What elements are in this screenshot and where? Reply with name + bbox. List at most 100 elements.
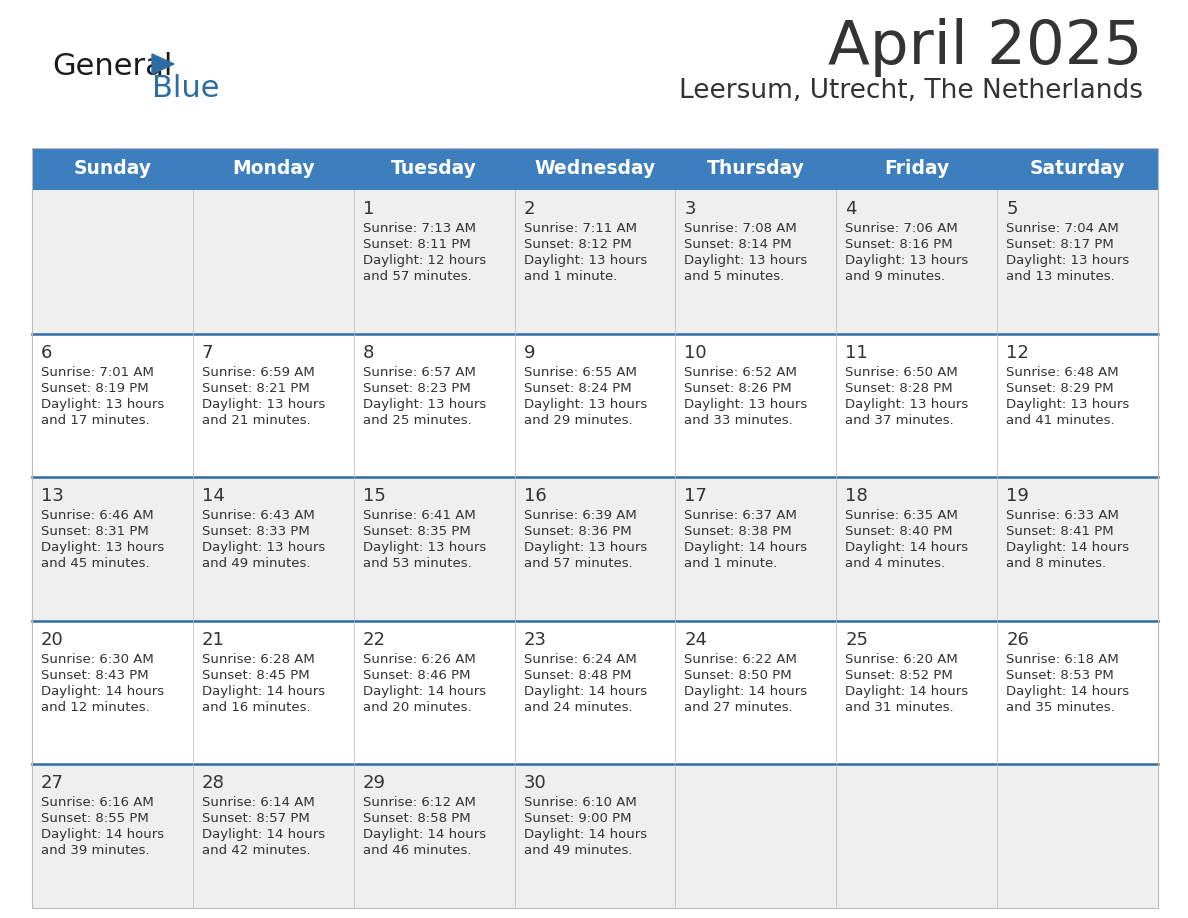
Text: and 42 minutes.: and 42 minutes. xyxy=(202,845,310,857)
Bar xyxy=(32,477,1158,621)
Text: Daylight: 14 hours: Daylight: 14 hours xyxy=(1006,685,1130,698)
Text: and 29 minutes.: and 29 minutes. xyxy=(524,414,632,427)
Text: Sunrise: 6:12 AM: Sunrise: 6:12 AM xyxy=(362,797,475,810)
Text: Daylight: 14 hours: Daylight: 14 hours xyxy=(684,685,808,698)
Text: Daylight: 14 hours: Daylight: 14 hours xyxy=(1006,542,1130,554)
Text: 29: 29 xyxy=(362,775,386,792)
Text: 9: 9 xyxy=(524,343,535,362)
Text: Daylight: 14 hours: Daylight: 14 hours xyxy=(684,542,808,554)
Text: Daylight: 14 hours: Daylight: 14 hours xyxy=(846,542,968,554)
Text: Sunset: 8:36 PM: Sunset: 8:36 PM xyxy=(524,525,631,538)
Text: Sunset: 8:46 PM: Sunset: 8:46 PM xyxy=(362,669,470,682)
Text: Daylight: 14 hours: Daylight: 14 hours xyxy=(362,828,486,842)
Text: and 1 minute.: and 1 minute. xyxy=(524,270,617,283)
Text: 23: 23 xyxy=(524,631,546,649)
Text: Sunset: 8:31 PM: Sunset: 8:31 PM xyxy=(42,525,148,538)
Text: Sunrise: 7:11 AM: Sunrise: 7:11 AM xyxy=(524,222,637,235)
Text: 12: 12 xyxy=(1006,343,1029,362)
Text: 24: 24 xyxy=(684,631,707,649)
Text: Sunrise: 6:46 AM: Sunrise: 6:46 AM xyxy=(42,509,153,522)
Text: Sunrise: 6:10 AM: Sunrise: 6:10 AM xyxy=(524,797,637,810)
Text: Daylight: 14 hours: Daylight: 14 hours xyxy=(42,685,164,698)
Text: Sunrise: 7:13 AM: Sunrise: 7:13 AM xyxy=(362,222,475,235)
Text: and 57 minutes.: and 57 minutes. xyxy=(362,270,472,283)
Text: Wednesday: Wednesday xyxy=(535,160,656,178)
Text: Sunrise: 6:18 AM: Sunrise: 6:18 AM xyxy=(1006,653,1119,666)
Text: and 27 minutes.: and 27 minutes. xyxy=(684,700,794,714)
Text: Sunset: 8:50 PM: Sunset: 8:50 PM xyxy=(684,669,792,682)
Text: Daylight: 13 hours: Daylight: 13 hours xyxy=(362,397,486,410)
Text: Daylight: 14 hours: Daylight: 14 hours xyxy=(846,685,968,698)
Text: Daylight: 13 hours: Daylight: 13 hours xyxy=(846,397,968,410)
Text: 21: 21 xyxy=(202,631,225,649)
Text: and 49 minutes.: and 49 minutes. xyxy=(524,845,632,857)
Text: Daylight: 13 hours: Daylight: 13 hours xyxy=(684,254,808,267)
Text: Daylight: 14 hours: Daylight: 14 hours xyxy=(362,685,486,698)
Text: and 24 minutes.: and 24 minutes. xyxy=(524,700,632,714)
Text: and 45 minutes.: and 45 minutes. xyxy=(42,557,150,570)
Polygon shape xyxy=(152,54,173,74)
Text: and 31 minutes.: and 31 minutes. xyxy=(846,700,954,714)
Text: 19: 19 xyxy=(1006,487,1029,505)
Text: Sunrise: 6:16 AM: Sunrise: 6:16 AM xyxy=(42,797,153,810)
Text: Monday: Monday xyxy=(232,160,315,178)
Text: Sunset: 8:40 PM: Sunset: 8:40 PM xyxy=(846,525,953,538)
Text: Sunrise: 6:50 AM: Sunrise: 6:50 AM xyxy=(846,365,958,378)
Text: Saturday: Saturday xyxy=(1030,160,1125,178)
Text: 16: 16 xyxy=(524,487,546,505)
Text: Sunrise: 6:28 AM: Sunrise: 6:28 AM xyxy=(202,653,315,666)
Bar xyxy=(32,148,1158,908)
Text: Leersum, Utrecht, The Netherlands: Leersum, Utrecht, The Netherlands xyxy=(680,78,1143,104)
Text: Sunset: 8:43 PM: Sunset: 8:43 PM xyxy=(42,669,148,682)
Text: Daylight: 14 hours: Daylight: 14 hours xyxy=(202,685,326,698)
Text: Sunset: 8:17 PM: Sunset: 8:17 PM xyxy=(1006,238,1114,251)
Text: Sunrise: 7:01 AM: Sunrise: 7:01 AM xyxy=(42,365,154,378)
Text: Tuesday: Tuesday xyxy=(391,160,478,178)
Text: and 12 minutes.: and 12 minutes. xyxy=(42,700,150,714)
Text: 20: 20 xyxy=(42,631,64,649)
Text: Thursday: Thursday xyxy=(707,160,804,178)
Text: 11: 11 xyxy=(846,343,868,362)
Text: Sunday: Sunday xyxy=(74,160,151,178)
Text: Sunrise: 7:08 AM: Sunrise: 7:08 AM xyxy=(684,222,797,235)
Text: 1: 1 xyxy=(362,200,374,218)
Text: Daylight: 13 hours: Daylight: 13 hours xyxy=(42,397,164,410)
Text: 17: 17 xyxy=(684,487,707,505)
Text: Sunrise: 6:24 AM: Sunrise: 6:24 AM xyxy=(524,653,637,666)
Text: 28: 28 xyxy=(202,775,225,792)
Text: Sunrise: 6:33 AM: Sunrise: 6:33 AM xyxy=(1006,509,1119,522)
Text: Sunrise: 6:59 AM: Sunrise: 6:59 AM xyxy=(202,365,315,378)
Text: 8: 8 xyxy=(362,343,374,362)
Text: Sunrise: 6:14 AM: Sunrise: 6:14 AM xyxy=(202,797,315,810)
Text: Sunset: 9:00 PM: Sunset: 9:00 PM xyxy=(524,812,631,825)
Text: Sunset: 8:48 PM: Sunset: 8:48 PM xyxy=(524,669,631,682)
Text: 13: 13 xyxy=(42,487,64,505)
Text: Daylight: 13 hours: Daylight: 13 hours xyxy=(362,542,486,554)
Text: Sunset: 8:12 PM: Sunset: 8:12 PM xyxy=(524,238,631,251)
Text: and 39 minutes.: and 39 minutes. xyxy=(42,845,150,857)
Text: 15: 15 xyxy=(362,487,386,505)
Text: Sunset: 8:45 PM: Sunset: 8:45 PM xyxy=(202,669,310,682)
Text: Sunrise: 6:52 AM: Sunrise: 6:52 AM xyxy=(684,365,797,378)
Text: Daylight: 14 hours: Daylight: 14 hours xyxy=(524,685,646,698)
Bar xyxy=(32,333,1158,477)
Text: and 4 minutes.: and 4 minutes. xyxy=(846,557,946,570)
Text: Daylight: 14 hours: Daylight: 14 hours xyxy=(42,828,164,842)
Text: Sunset: 8:35 PM: Sunset: 8:35 PM xyxy=(362,525,470,538)
Text: 4: 4 xyxy=(846,200,857,218)
Text: Sunset: 8:52 PM: Sunset: 8:52 PM xyxy=(846,669,953,682)
Text: Daylight: 13 hours: Daylight: 13 hours xyxy=(524,254,646,267)
Bar xyxy=(32,765,1158,908)
Text: Sunrise: 6:22 AM: Sunrise: 6:22 AM xyxy=(684,653,797,666)
Text: Sunset: 8:58 PM: Sunset: 8:58 PM xyxy=(362,812,470,825)
Text: and 13 minutes.: and 13 minutes. xyxy=(1006,270,1114,283)
Text: and 5 minutes.: and 5 minutes. xyxy=(684,270,785,283)
Text: and 20 minutes.: and 20 minutes. xyxy=(362,700,472,714)
Text: 14: 14 xyxy=(202,487,225,505)
Text: General: General xyxy=(52,52,172,81)
Text: Daylight: 13 hours: Daylight: 13 hours xyxy=(202,397,326,410)
Text: and 33 minutes.: and 33 minutes. xyxy=(684,414,794,427)
Text: Sunrise: 6:20 AM: Sunrise: 6:20 AM xyxy=(846,653,958,666)
Text: and 35 minutes.: and 35 minutes. xyxy=(1006,700,1114,714)
Text: 18: 18 xyxy=(846,487,868,505)
